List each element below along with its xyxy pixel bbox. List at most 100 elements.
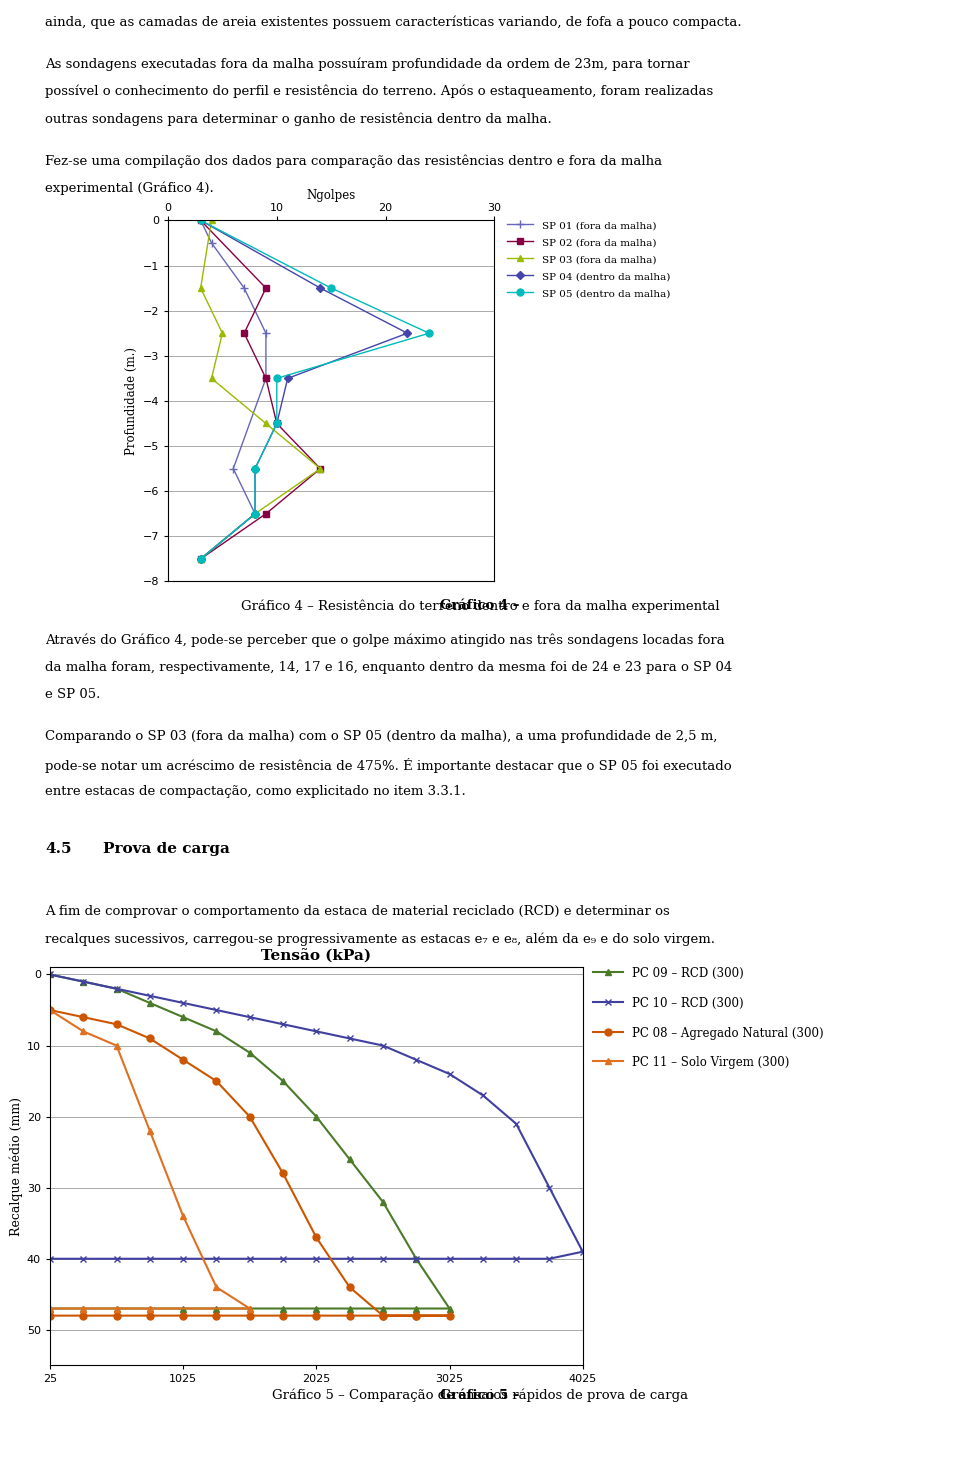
PC 10 – RCD (300): [244, 1008, 255, 1026]
PC 10 – RCD (300): [110, 1250, 122, 1268]
Line: SP 02 (fora da malha): SP 02 (fora da malha): [197, 217, 324, 563]
PC 08 – Agregado Natural (300): [244, 1108, 255, 1126]
Y-axis label: Recalque médio (mm): Recalque médio (mm): [9, 1097, 23, 1235]
PC 09 – RCD (300): [311, 1108, 323, 1126]
SP 04 (dentro da malha): [195, 211, 206, 228]
Text: outras sondagens para determinar o ganho de resistência dentro da malha.: outras sondagens para determinar o ganho…: [45, 112, 552, 125]
PC 09 – RCD (300): [444, 1300, 455, 1318]
SP 03 (fora da malha): [205, 370, 217, 388]
Text: Gráfico 5 –: Gráfico 5 –: [441, 1389, 519, 1402]
PC 11 – Solo Virgem (300): [110, 1300, 122, 1318]
SP 03 (fora da malha): [260, 414, 272, 432]
SP 02 (fora da malha): [315, 460, 326, 478]
Text: possível o conhecimento do perfil e resistência do terreno. Após o estaqueamento: possível o conhecimento do perfil e resi…: [45, 84, 713, 99]
PC 11 – Solo Virgem (300): [144, 1122, 156, 1139]
PC 10 – RCD (300): [511, 1250, 522, 1268]
Text: Comparando o SP 03 (fora da malha) com o SP 05 (dentro da malha), a uma profundi: Comparando o SP 03 (fora da malha) com o…: [45, 730, 717, 743]
PC 08 – Agregado Natural (300): [311, 1307, 323, 1325]
PC 08 – Agregado Natural (300): [277, 1164, 289, 1182]
PC 09 – RCD (300): [110, 980, 122, 998]
PC 10 – RCD (300): [178, 1250, 189, 1268]
PC 09 – RCD (300): [344, 1300, 355, 1318]
PC 10 – RCD (300): [377, 1250, 389, 1268]
Line: PC 09 – RCD (300): PC 09 – RCD (300): [46, 971, 453, 1312]
PC 09 – RCD (300): [178, 1008, 189, 1026]
PC 10 – RCD (300): [477, 1086, 489, 1104]
PC 09 – RCD (300): [44, 965, 56, 983]
PC 09 – RCD (300): [277, 1072, 289, 1089]
SP 02 (fora da malha): [260, 506, 272, 523]
Text: Através do Gráfico 4, pode-se perceber que o golpe máximo atingido nas três sond: Através do Gráfico 4, pode-se perceber q…: [45, 634, 725, 647]
SP 05 (dentro da malha): [250, 460, 261, 478]
Text: Prova de carga: Prova de carga: [103, 842, 229, 855]
PC 08 – Agregado Natural (300): [377, 1307, 389, 1325]
PC 09 – RCD (300): [78, 973, 89, 991]
Text: da malha foram, respectivamente, 14, 17 e 16, enquanto dentro da mesma foi de 24: da malha foram, respectivamente, 14, 17 …: [45, 660, 732, 674]
Text: experimental (Gráfico 4).: experimental (Gráfico 4).: [45, 181, 214, 195]
PC 10 – RCD (300): [411, 1051, 422, 1069]
PC 10 – RCD (300): [178, 993, 189, 1011]
Text: Gráfico 4 – Resistência do terreno dentro e fora da malha experimental: Gráfico 4 – Resistência do terreno dentr…: [241, 598, 719, 613]
PC 08 – Agregado Natural (300): [244, 1307, 255, 1325]
SP 02 (fora da malha): [238, 324, 250, 342]
PC 09 – RCD (300): [144, 1300, 156, 1318]
PC 10 – RCD (300): [210, 1250, 222, 1268]
SP 01 (fora da malha): [205, 234, 217, 252]
Line: PC 08 – Agregado Natural (300): PC 08 – Agregado Natural (300): [46, 1007, 453, 1319]
PC 10 – RCD (300): [244, 1250, 255, 1268]
SP 02 (fora da malha): [260, 279, 272, 296]
PC 11 – Solo Virgem (300): [110, 1036, 122, 1054]
PC 10 – RCD (300): [344, 1030, 355, 1048]
PC 08 – Agregado Natural (300): [311, 1229, 323, 1247]
PC 10 – RCD (300): [344, 1250, 355, 1268]
PC 08 – Agregado Natural (300): [178, 1051, 189, 1069]
SP 03 (fora da malha): [195, 279, 206, 296]
Line: SP 04 (dentro da malha): SP 04 (dentro da malha): [198, 218, 410, 562]
PC 09 – RCD (300): [411, 1250, 422, 1268]
PC 09 – RCD (300): [78, 1300, 89, 1318]
SP 01 (fora da malha): [250, 506, 261, 523]
SP 03 (fora da malha): [217, 324, 228, 342]
PC 09 – RCD (300): [44, 1300, 56, 1318]
SP 03 (fora da malha): [250, 506, 261, 523]
PC 10 – RCD (300): [144, 1250, 156, 1268]
PC 09 – RCD (300): [244, 1300, 255, 1318]
Text: 4.5: 4.5: [45, 842, 72, 855]
Line: SP 03 (fora da malha): SP 03 (fora da malha): [197, 217, 324, 563]
PC 10 – RCD (300): [144, 988, 156, 1005]
PC 11 – Solo Virgem (300): [244, 1300, 255, 1318]
PC 08 – Agregado Natural (300): [344, 1307, 355, 1325]
Title: Tensão (kPa): Tensão (kPa): [261, 949, 372, 964]
Line: SP 01 (fora da malha): SP 01 (fora da malha): [197, 217, 270, 563]
PC 08 – Agregado Natural (300): [277, 1307, 289, 1325]
PC 08 – Agregado Natural (300): [78, 1307, 89, 1325]
SP 05 (dentro da malha): [250, 506, 261, 523]
PC 09 – RCD (300): [377, 1300, 389, 1318]
SP 02 (fora da malha): [195, 211, 206, 228]
PC 11 – Solo Virgem (300): [144, 1300, 156, 1318]
Text: recalques sucessivos, carregou-se progressivamente as estacas e₇ e e₈, além da e: recalques sucessivos, carregou-se progre…: [45, 933, 715, 946]
SP 05 (dentro da malha): [195, 211, 206, 228]
SP 01 (fora da malha): [260, 324, 272, 342]
PC 08 – Agregado Natural (300): [78, 1008, 89, 1026]
PC 09 – RCD (300): [344, 1150, 355, 1167]
SP 03 (fora da malha): [205, 211, 217, 228]
PC 10 – RCD (300): [44, 965, 56, 983]
Text: A fim de comprovar o comportamento da estaca de material reciclado (RCD) e deter: A fim de comprovar o comportamento da es…: [45, 905, 670, 918]
SP 01 (fora da malha): [238, 279, 250, 296]
PC 10 – RCD (300): [543, 1179, 555, 1197]
PC 09 – RCD (300): [144, 993, 156, 1011]
PC 09 – RCD (300): [377, 1192, 389, 1210]
PC 10 – RCD (300): [511, 1114, 522, 1132]
PC 10 – RCD (300): [444, 1066, 455, 1083]
Text: pode-se notar um acréscimo de resistência de 475%. É importante destacar que o S: pode-se notar um acréscimo de resistênci…: [45, 758, 732, 772]
SP 05 (dentro da malha): [325, 279, 337, 296]
PC 09 – RCD (300): [210, 1023, 222, 1041]
SP 04 (dentro da malha): [271, 414, 282, 432]
PC 09 – RCD (300): [110, 1300, 122, 1318]
SP 05 (dentro da malha): [271, 414, 282, 432]
Text: entre estacas de compactação, como explicitado no item 3.3.1.: entre estacas de compactação, como expli…: [45, 784, 466, 797]
SP 05 (dentro da malha): [271, 370, 282, 388]
PC 08 – Agregado Natural (300): [411, 1307, 422, 1325]
SP 01 (fora da malha): [260, 370, 272, 388]
